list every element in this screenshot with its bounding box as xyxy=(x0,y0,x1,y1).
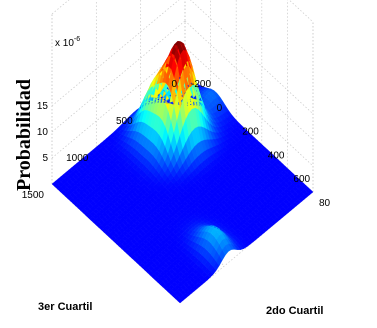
grid-line xyxy=(51,0,180,107)
z-tick-label: 10 xyxy=(37,127,49,138)
z-multiplier: x 10-6 xyxy=(55,36,80,49)
surface-patch xyxy=(306,189,314,195)
x-tick-label: 600 xyxy=(293,174,310,185)
grid-line xyxy=(51,0,70,15)
grid-line xyxy=(51,20,186,133)
x-tick-label: 80 xyxy=(319,198,331,209)
surface-layer xyxy=(51,40,314,304)
x-tick-label: 200 xyxy=(242,127,259,138)
y-axis-label: 3er Cuartil xyxy=(38,301,92,313)
y-tick-label: 1000 xyxy=(66,153,89,164)
y-tick-label: 1500 xyxy=(22,190,45,201)
grid-line xyxy=(190,0,314,115)
x-tick-label: 0 xyxy=(217,103,223,114)
z-tick-label: 15 xyxy=(37,101,49,112)
y-tick-label: 0 xyxy=(171,79,177,90)
grid-line xyxy=(184,20,314,141)
x-tick-label: -200 xyxy=(191,79,211,90)
grid-line xyxy=(184,46,314,167)
x-tick-label: 400 xyxy=(268,150,285,161)
tick-layer: 5 10 15 0 500 1000 1500 -200 0 200 400 600 80 xyxy=(22,79,331,209)
z-tick-label: 5 xyxy=(42,153,48,164)
y-tick-label: 500 xyxy=(116,116,133,127)
grid-line xyxy=(288,0,314,23)
x-axis-label: 2do Cuartil xyxy=(266,305,323,317)
z-axis-label: Probabilidad xyxy=(13,79,35,191)
